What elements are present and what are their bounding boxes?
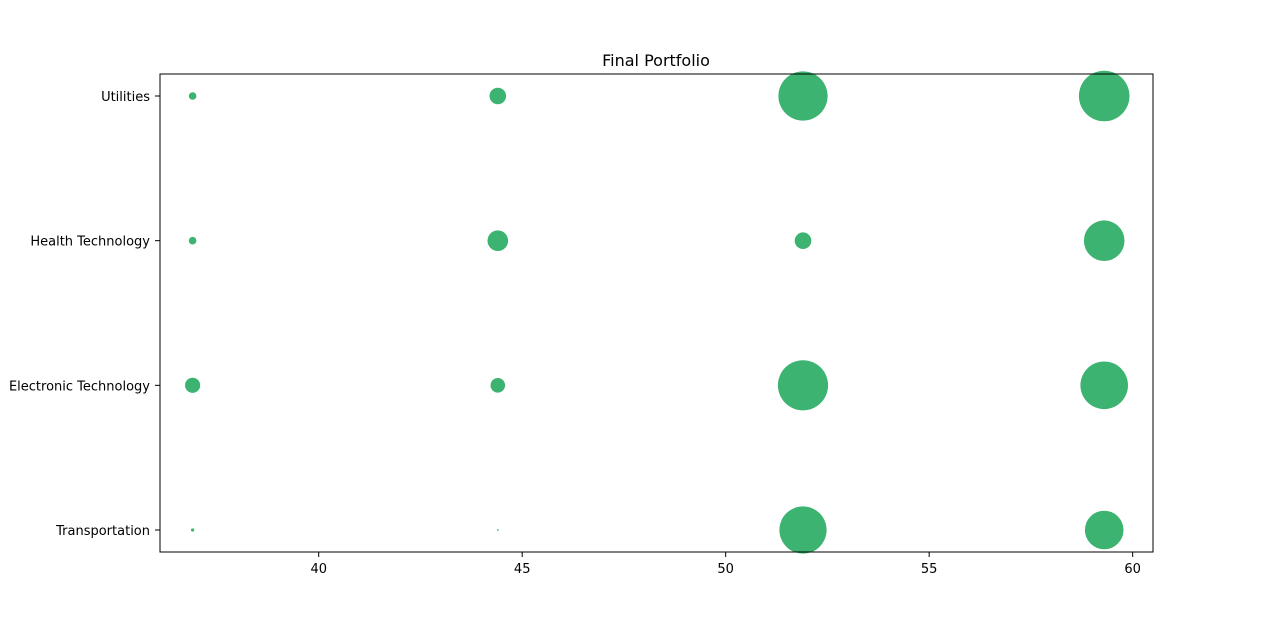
scatter-point [489,87,507,105]
scatter-point [794,232,812,249]
scatter-point [490,378,506,393]
x-tick-label: 55 [921,562,938,577]
x-tick-label: 45 [514,562,531,577]
scatter-point [1083,220,1125,261]
scatter-point [779,506,827,554]
y-tick-label: Utilities [101,90,150,105]
y-tick-label: Electronic Technology [9,379,150,394]
x-tick-label: 50 [717,562,734,577]
scatter-point [1080,361,1128,410]
y-tick-label: Transportation [55,524,150,539]
scatter-point [185,377,201,393]
scatter-point [777,360,829,411]
scatter-point [1078,70,1130,122]
x-tick-label: 40 [310,562,327,577]
scatter-point [1084,510,1124,550]
chart-title: Final Portfolio [602,51,710,70]
scatter-point [496,529,499,531]
axes: 40 45 50 55 60 Transportation Electronic Techn… [9,90,1141,577]
scatter-point [487,230,509,251]
plot-area [185,70,1130,554]
y-tick-label: Health Technology [30,235,150,250]
scatter-point [191,528,195,532]
plot-frame [159,73,1154,553]
x-tick-label: 60 [1124,562,1141,577]
scatter-point [188,92,197,100]
scatter-point [188,236,197,245]
scatter-point [778,71,828,121]
